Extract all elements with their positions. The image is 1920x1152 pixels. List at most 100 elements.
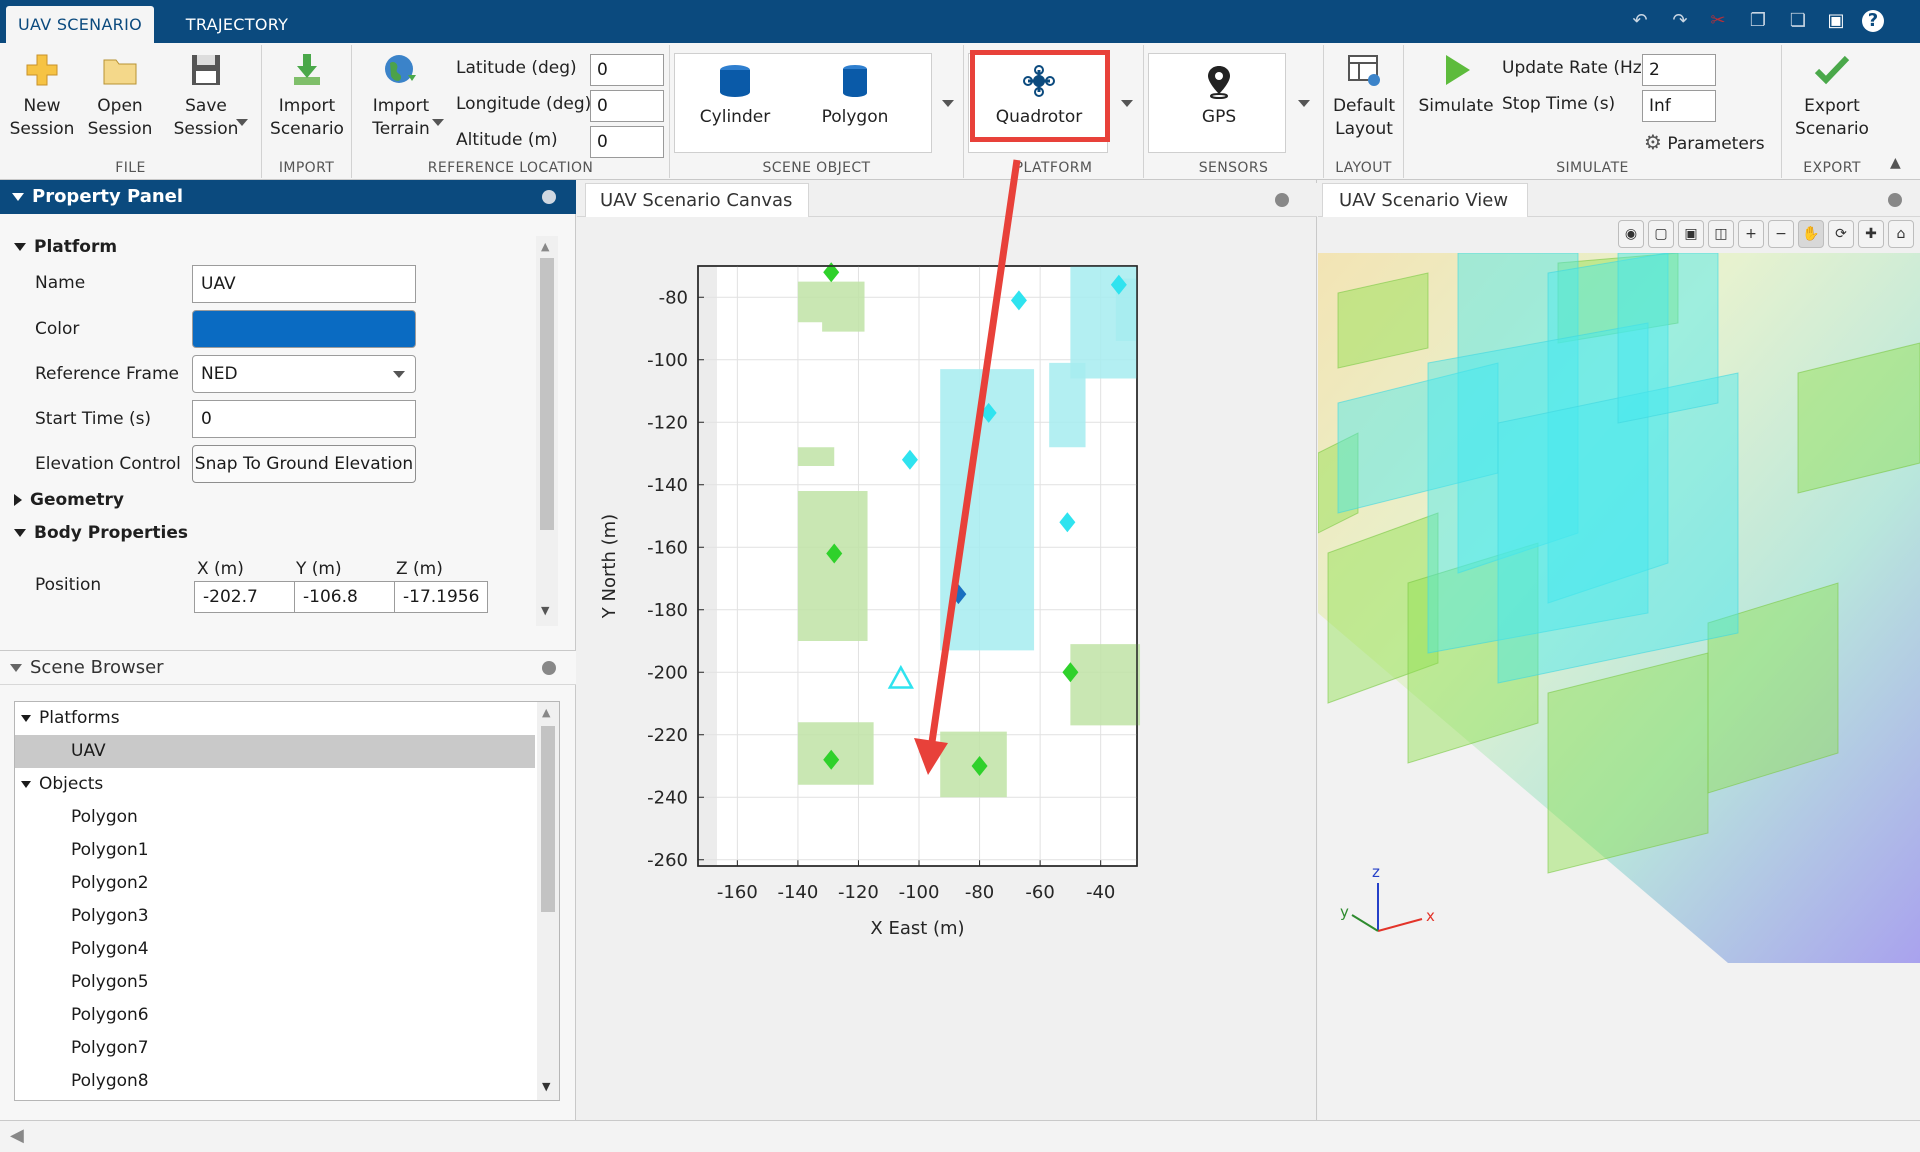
- tree-item-polygon4[interactable]: Polygon4: [71, 939, 149, 959]
- sensors-gallery: GPS: [1148, 53, 1286, 153]
- simulate-button[interactable]: Simulate: [1412, 51, 1500, 118]
- scene-browser-title: Scene Browser: [30, 657, 164, 678]
- collapse-icon[interactable]: [10, 664, 22, 672]
- open-session-label-2: Session: [87, 119, 153, 139]
- altitude-input[interactable]: 0: [590, 126, 664, 158]
- snap-to-ground-button[interactable]: Snap To Ground Elevation: [192, 445, 416, 483]
- cube-front-icon[interactable]: ▢: [1648, 220, 1674, 248]
- panel-menu-icon[interactable]: [1888, 193, 1902, 207]
- open-session-label-1: Open: [97, 96, 143, 116]
- longitude-input[interactable]: 0: [590, 90, 664, 122]
- scenario-canvas-plot[interactable]: -160 -140 -120 -100 -80 -60 -40 -80 -100 -120 -140…: [577, 220, 1317, 1120]
- platform-gallery-dropdown-icon[interactable]: [1121, 100, 1133, 107]
- scenario-3d-view[interactable]: z y x: [1318, 253, 1920, 983]
- parameters-button[interactable]: ⚙ Parameters: [1644, 130, 1765, 154]
- paste-icon[interactable]: ❏: [1789, 10, 1807, 31]
- default-layout-label-1: Default: [1332, 96, 1396, 116]
- rotate-icon[interactable]: ⟳: [1828, 220, 1854, 248]
- tree-item-polygon1[interactable]: Polygon1: [71, 840, 149, 860]
- reference-frame-select[interactable]: NED: [192, 355, 416, 393]
- tree-item-polygon3[interactable]: Polygon3: [71, 906, 149, 926]
- new-session-button[interactable]: New Session: [6, 51, 78, 141]
- scene-object-gallery-dropdown-icon[interactable]: [942, 100, 954, 107]
- stop-time-input[interactable]: Inf: [1642, 90, 1716, 122]
- update-rate-input[interactable]: 2: [1642, 54, 1716, 86]
- home-icon[interactable]: ⌂: [1888, 220, 1914, 248]
- tree-node-platforms[interactable]: Platforms: [21, 702, 120, 735]
- scrollbar-thumb[interactable]: [540, 258, 554, 530]
- reference-frame-label: Reference Frame: [35, 364, 179, 384]
- polygon-button[interactable]: Polygon: [805, 62, 905, 129]
- collapse-icon[interactable]: [12, 193, 24, 201]
- quadrotor-button[interactable]: Quadrotor: [989, 62, 1089, 129]
- cube-iso-icon[interactable]: ◫: [1708, 220, 1734, 248]
- name-input[interactable]: UAV: [192, 265, 416, 303]
- cube-side-icon[interactable]: ▣: [1678, 220, 1704, 248]
- color-picker[interactable]: [192, 310, 416, 348]
- property-panel-header: Property Panel: [0, 180, 576, 214]
- default-layout-button[interactable]: Default Layout: [1326, 51, 1402, 141]
- quadrotor-highlight-box: [970, 50, 1110, 142]
- save-session-dropdown-icon[interactable]: [236, 119, 248, 126]
- export-scenario-button[interactable]: Export Scenario: [1788, 51, 1876, 141]
- scrollbar-thumb[interactable]: [541, 726, 555, 912]
- open-session-button[interactable]: Open Session: [84, 51, 156, 141]
- tree-item-polygon2[interactable]: Polygon2: [71, 873, 149, 893]
- datatip-icon[interactable]: ✚: [1858, 220, 1884, 248]
- status-bar-handle-icon[interactable]: ◀: [10, 1125, 24, 1146]
- section-body-properties[interactable]: Body Properties: [14, 523, 188, 543]
- latitude-input[interactable]: 0: [590, 54, 664, 86]
- position-z-input[interactable]: -17.1956: [394, 581, 488, 613]
- panel-menu-icon[interactable]: [1275, 193, 1289, 207]
- section-platform[interactable]: Platform: [14, 237, 117, 257]
- sensors-gallery-dropdown-icon[interactable]: [1298, 100, 1310, 107]
- tree-item-uav[interactable]: UAV: [15, 735, 535, 768]
- copy-icon[interactable]: ❐: [1749, 10, 1767, 31]
- import-scenario-button[interactable]: Import Scenario: [268, 51, 346, 141]
- cyan-buildings: [1337, 253, 1739, 684]
- panel-menu-icon[interactable]: [542, 190, 556, 204]
- cylinder-button[interactable]: Cylinder: [685, 62, 785, 129]
- tree-item-polygon6[interactable]: Polygon6: [71, 1005, 149, 1025]
- tree-node-objects[interactable]: Objects: [21, 768, 103, 801]
- cut-icon[interactable]: ✂: [1710, 10, 1726, 31]
- pan-hand-icon[interactable]: ✋: [1798, 220, 1824, 248]
- tree-item-polygon7[interactable]: Polygon7: [71, 1038, 149, 1058]
- scroll-down-icon[interactable]: ▼: [542, 1080, 551, 1093]
- position-y-input[interactable]: -106.8: [294, 581, 395, 613]
- save-icon[interactable]: ▣: [1827, 10, 1845, 31]
- zoom-out-icon[interactable]: −: [1768, 220, 1794, 248]
- save-session-button[interactable]: Save Session: [162, 51, 250, 141]
- collapse-ribbon-icon[interactable]: ▲: [1890, 155, 1901, 171]
- tree-item-polygon[interactable]: Polygon: [71, 807, 138, 827]
- y-tick-label: -120: [647, 412, 688, 433]
- tab-uav-scenario-canvas[interactable]: UAV Scenario Canvas: [585, 183, 809, 217]
- scene-tree-scrollbar[interactable]: ▲ ▼: [537, 702, 559, 1100]
- redo-icon[interactable]: ↷: [1672, 10, 1688, 31]
- tab-uav-scenario-view[interactable]: UAV Scenario View: [1322, 183, 1528, 217]
- tab-trajectory[interactable]: TRAJECTORY: [185, 15, 289, 34]
- panel-menu-icon[interactable]: [542, 661, 556, 675]
- undo-icon[interactable]: ↶: [1632, 10, 1648, 31]
- section-geometry[interactable]: Geometry: [14, 490, 124, 510]
- tree-item-polygon5[interactable]: Polygon5: [71, 972, 149, 992]
- tab-uav-scenario[interactable]: UAV SCENARIO: [6, 6, 154, 43]
- help-icon[interactable]: ?: [1862, 10, 1884, 32]
- start-time-input[interactable]: 0: [192, 400, 416, 438]
- position-x-input[interactable]: -202.7: [194, 581, 295, 613]
- scroll-down-icon[interactable]: ▼: [541, 604, 550, 617]
- import-terrain-button[interactable]: Import Terrain: [354, 51, 448, 141]
- scroll-up-icon[interactable]: ▲: [542, 706, 551, 719]
- hide-icon[interactable]: ◉: [1618, 220, 1644, 248]
- scene-browser-header: Scene Browser: [0, 651, 576, 685]
- zoom-in-icon[interactable]: +: [1738, 220, 1764, 248]
- gps-button[interactable]: GPS: [1169, 62, 1269, 129]
- start-time-label: Start Time (s): [35, 409, 152, 429]
- import-terrain-dropdown-icon[interactable]: [432, 119, 444, 126]
- import-terrain-label-2: Terrain: [372, 119, 430, 139]
- tree-item-polygon8[interactable]: Polygon8: [71, 1071, 149, 1091]
- scroll-up-icon[interactable]: ▲: [541, 240, 550, 253]
- property-panel-scrollbar[interactable]: ▲ ▼: [536, 236, 558, 626]
- cyan-diamond-marker: [1059, 512, 1076, 533]
- latitude-label: Latitude (deg): [456, 58, 577, 78]
